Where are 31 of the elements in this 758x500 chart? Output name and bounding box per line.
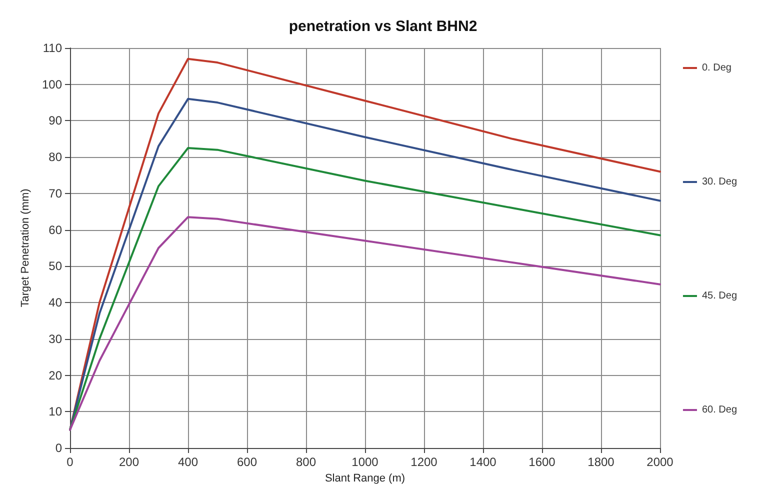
y-tick-label: 0 bbox=[55, 441, 62, 455]
y-tick-label: 60 bbox=[48, 222, 62, 237]
y-tick-label: 100 bbox=[42, 77, 62, 92]
x-tick-label: 200 bbox=[118, 455, 140, 469]
y-axis-title: Target Penetration (mm) bbox=[20, 188, 32, 308]
x-tick-label: 1000 bbox=[352, 455, 379, 469]
x-tick-label: 600 bbox=[236, 455, 258, 469]
x-axis-title: Slant Range (m) bbox=[324, 472, 406, 484]
y-tick-label: 90 bbox=[48, 114, 62, 128]
x-tick-label: 1200 bbox=[410, 455, 438, 469]
legend-label: 30. Deg bbox=[702, 176, 738, 188]
y-tick-label: 20 bbox=[48, 368, 62, 382]
y-tick-label: 10 bbox=[48, 404, 62, 419]
x-tick-label: 800 bbox=[296, 455, 316, 469]
x-tick-label: 2000 bbox=[646, 455, 674, 469]
legend-label: 45. Deg bbox=[702, 290, 738, 302]
y-tick-label: 50 bbox=[48, 259, 62, 274]
line-series bbox=[69, 216, 661, 431]
y-tick-label: 70 bbox=[48, 186, 62, 200]
x-tick-label: 1600 bbox=[528, 455, 556, 469]
legend-label: 60. Deg bbox=[702, 404, 738, 416]
y-tick-label: 30 bbox=[48, 332, 62, 346]
chart-title: penetration vs Slant BHN2 bbox=[288, 18, 478, 35]
x-tick-label: 1400 bbox=[470, 455, 497, 469]
y-tick-label: 110 bbox=[42, 41, 62, 55]
x-tick-label: 0 bbox=[66, 455, 74, 469]
x-tick-label: 1800 bbox=[588, 455, 615, 469]
legend-label: 0. Deg bbox=[702, 62, 732, 74]
x-tick-label: 400 bbox=[178, 455, 198, 469]
y-tick-label: 40 bbox=[48, 296, 62, 310]
y-tick-label: 80 bbox=[48, 150, 62, 164]
